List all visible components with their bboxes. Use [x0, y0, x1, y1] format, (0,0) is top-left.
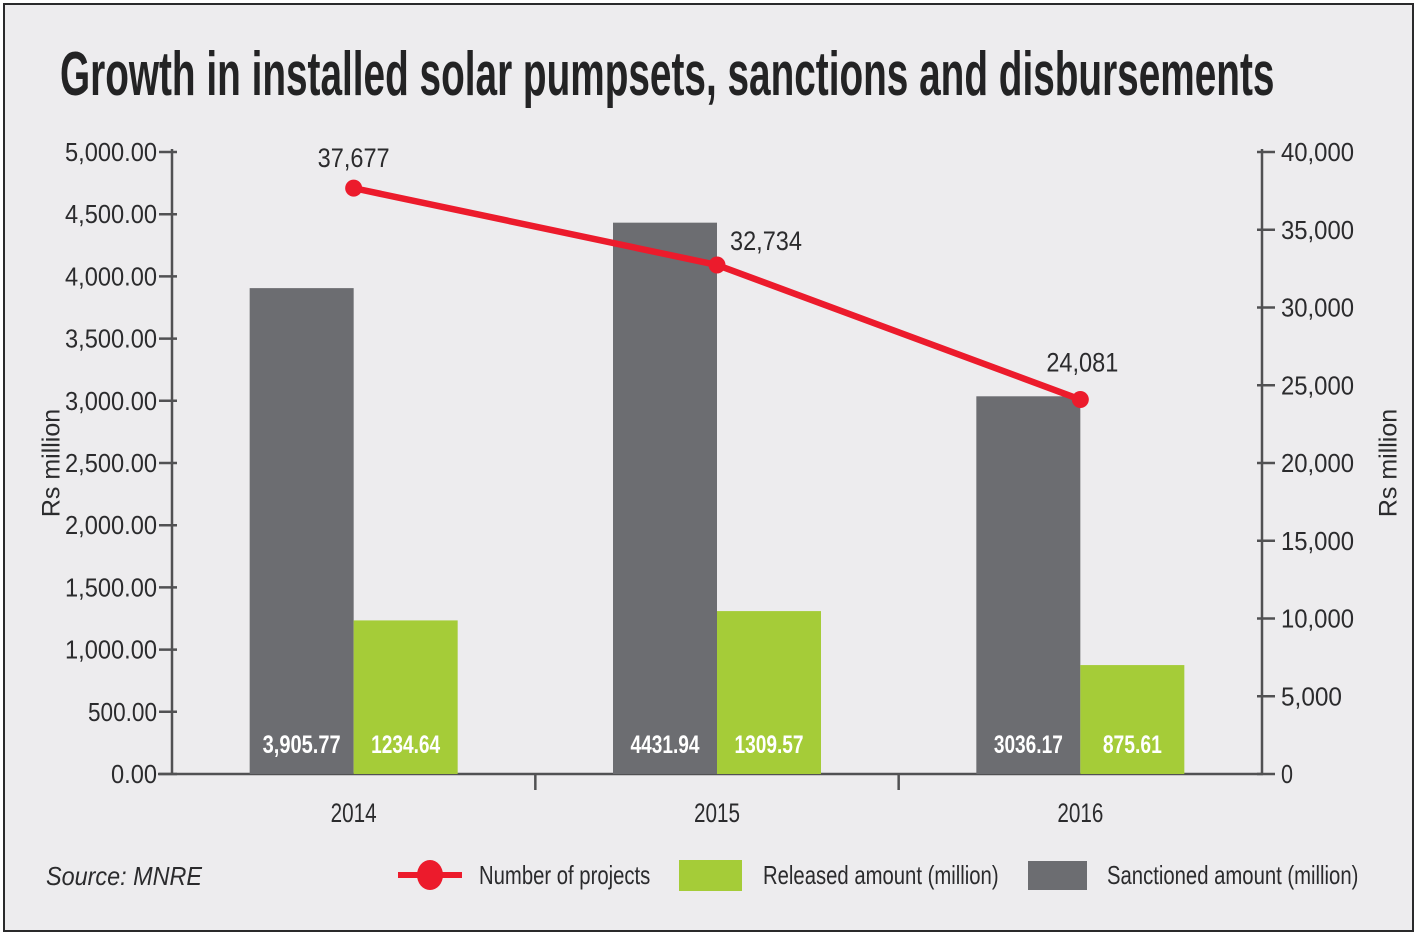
bar-value-label: 1309.57: [735, 731, 804, 759]
bar-value-label: 4431.94: [631, 731, 700, 759]
legend-label-sanctioned-amount: Sanctioned amount (million): [1107, 859, 1359, 890]
sanctioned-amount-swatch-icon: [1028, 860, 1087, 890]
bar-value-label: 1234.64: [371, 731, 440, 759]
left-axis-tick-label: 4,000.00: [65, 261, 157, 291]
right-axis-tick-label: 20,000: [1281, 448, 1354, 478]
bar-released-2014: [353, 620, 458, 774]
left-axis-tick-label: 3,000.00: [65, 386, 157, 416]
bar-sanctioned-2015: [613, 222, 717, 775]
line-point-label: 32,734: [730, 226, 802, 256]
line-point-marker-2014: [345, 179, 363, 197]
right-axis-tick-label: 0: [1281, 759, 1293, 789]
bar-value-label: 3036.17: [994, 731, 1063, 759]
left-axis-tick-label: 0.00: [111, 759, 157, 789]
source-note: Source: MNRE: [46, 861, 203, 891]
left-axis-tick-label: 5,000.00: [65, 137, 157, 167]
legend-item-released-amount: Released amount (million): [679, 859, 1065, 891]
line-dot-marker-icon: [398, 859, 462, 891]
legend-item-sanctioned-amount: Sanctioned amount (million): [1028, 859, 1421, 891]
left-axis-tick-label: 1,500.00: [65, 572, 157, 602]
left-axis-tick-label: 3,500.00: [65, 324, 157, 354]
bar-sanctioned-2016: [976, 396, 1081, 774]
bar-value-label: 3,905.77: [263, 731, 341, 759]
left-axis-tick-label: 4,500.00: [65, 199, 157, 229]
left-axis-tick-label: 2,500.00: [65, 448, 157, 478]
x-category-label: 2015: [694, 798, 740, 828]
left-axis-tick-label: 500.00: [88, 697, 157, 727]
right-axis-tick-label: 40,000: [1281, 137, 1354, 167]
bar-released-2016: [1080, 665, 1185, 774]
line-point-label: 24,081: [1046, 348, 1118, 378]
legend-label-number-of-projects: Number of projects: [479, 859, 651, 890]
legend-line-dot: [417, 860, 443, 890]
right-axis-tick-label: 25,000: [1281, 370, 1354, 400]
bar-sanctioned-2014: [249, 288, 354, 774]
x-category-label: 2016: [1057, 798, 1103, 828]
x-category-label: 2014: [331, 798, 377, 828]
chart-title: Growth in installed solar pumpsets, sanc…: [60, 40, 1275, 109]
legend-label-released-amount: Released amount (million): [763, 859, 999, 890]
line-point-label: 37,677: [318, 143, 390, 173]
right-axis-tick-label: 15,000: [1281, 526, 1354, 556]
legend-item-number-of-projects: Number of projects: [398, 859, 699, 891]
right-axis-tick-label: 30,000: [1281, 293, 1354, 323]
bar-value-label: 875.61: [1103, 731, 1162, 759]
left-axis-tick-label: 1,000.00: [65, 635, 157, 665]
left-axis-tick-label: 2,000.00: [65, 510, 157, 540]
line-point-marker-2016: [1071, 391, 1089, 409]
bar-released-2015: [717, 611, 821, 774]
line-point-marker-2015: [708, 256, 726, 274]
right-axis-tick-label: 5,000: [1281, 681, 1342, 711]
right-axis-tick-label: 35,000: [1281, 215, 1354, 245]
released-amount-swatch-icon: [679, 859, 742, 891]
right-axis-tick-label: 10,000: [1281, 604, 1354, 634]
